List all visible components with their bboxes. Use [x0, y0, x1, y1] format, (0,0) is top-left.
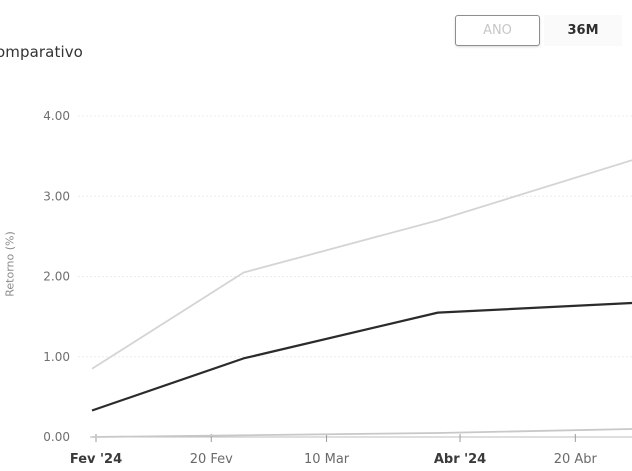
x-tick-label: Fev '24: [70, 452, 122, 467]
series-line: [91, 301, 632, 412]
y-tick-label: 4.00: [43, 109, 70, 123]
y-tick-label: 1.00: [43, 350, 70, 364]
x-tick-label: 20 Fev: [190, 452, 233, 467]
chart-title: omparativo: [0, 43, 83, 61]
series-line: [91, 428, 632, 438]
y-tick-label: 0.00: [43, 430, 70, 444]
series-line: [91, 159, 632, 370]
range-button-ano[interactable]: ANO: [455, 15, 540, 46]
y-tick-label: 2.00: [43, 270, 70, 284]
y-tick-label: 3.00: [43, 189, 70, 203]
range-button-36m[interactable]: 36M: [544, 15, 622, 46]
x-tick-label: Abr '24: [434, 452, 486, 467]
x-tick-label: 10 Mar: [304, 452, 350, 467]
x-tick-label: 20 Abr: [554, 452, 598, 467]
